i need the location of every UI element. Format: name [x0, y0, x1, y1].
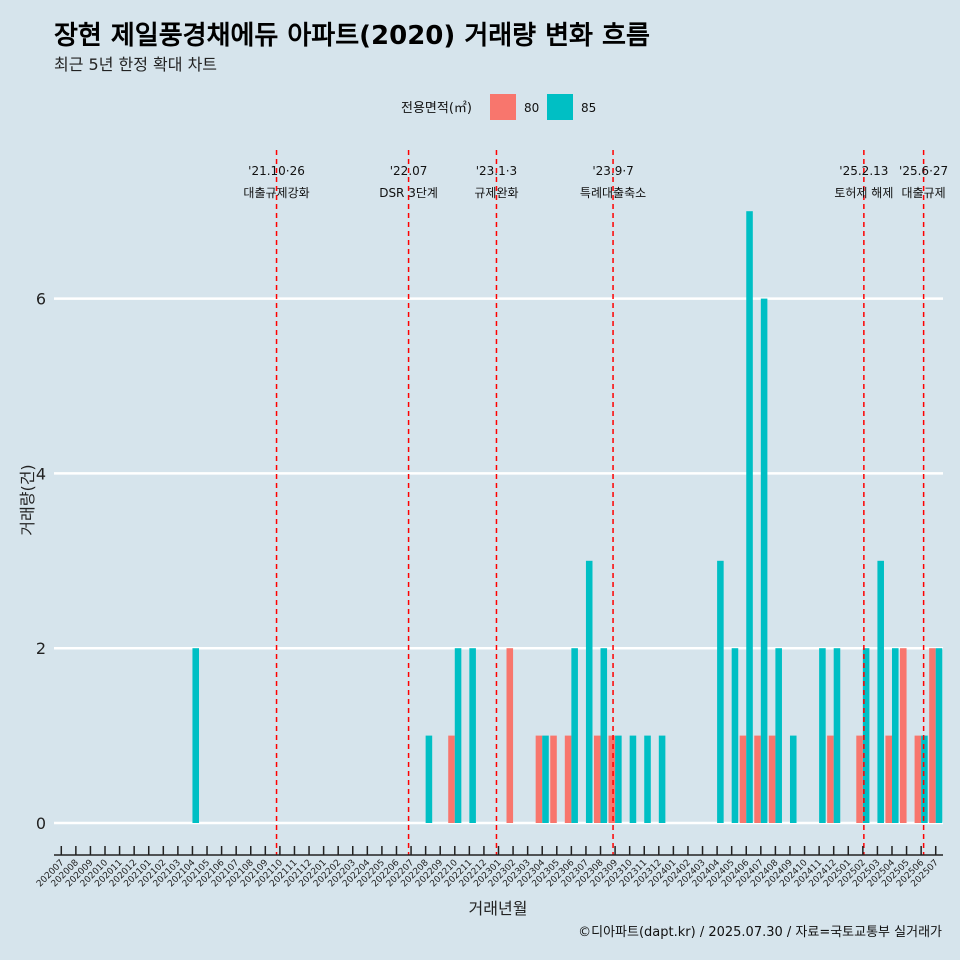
y-tick-label: 0: [36, 814, 46, 833]
bar-85-202506: [921, 735, 928, 823]
bar-80-202406: [739, 735, 747, 823]
bar-85-202306: [571, 648, 578, 823]
bar-85-202404: [717, 560, 724, 823]
legend: 전용면적(㎡) 80 85: [401, 94, 596, 120]
event-label: 대출규제강화: [243, 186, 309, 200]
chart-title: 장현 제일풍경채에듀 아파트(2020) 거래량 변화 흐름: [54, 21, 650, 51]
event-label: 대출규제: [902, 186, 946, 200]
event-label: 토허제 해제: [834, 186, 893, 200]
x-axis-label: 거래년월: [469, 899, 528, 918]
legend-swatch-80: [490, 94, 516, 120]
y-axis-label: 거래량(건): [18, 464, 37, 535]
bar-85-202408: [775, 648, 782, 823]
bar-85-202309: [615, 735, 622, 823]
bar-85-202312: [658, 735, 666, 823]
bar-80-202305: [550, 735, 557, 823]
bar-80-202407: [754, 735, 761, 823]
bar-85-202308: [600, 648, 608, 823]
bars: [192, 211, 943, 824]
legend-label-85: 85: [581, 101, 596, 115]
event-date: '25.6·27: [899, 164, 948, 178]
bar-85-202210: [454, 648, 462, 823]
bar-80-202507: [929, 648, 936, 823]
bar-80-202308: [593, 735, 601, 823]
bar-85-202407: [760, 298, 768, 824]
bar-85-202504: [891, 648, 899, 823]
bar-80-202309: [608, 735, 616, 823]
bar-85-202104: [192, 648, 200, 823]
bar-80-202306: [564, 735, 572, 823]
bar-80-202412: [827, 735, 834, 823]
chart-subtitle: 최근 5년 한정 확대 차트: [54, 55, 217, 74]
bar-85-202307: [585, 560, 593, 823]
bar-80-202502: [856, 735, 863, 823]
bar-85-202411: [819, 648, 826, 823]
bar-85-202503: [877, 560, 884, 823]
bar-80-202302: [506, 648, 514, 823]
bar-85-202208: [425, 735, 433, 823]
bar-85-202406: [746, 211, 753, 823]
bar-85-202507: [935, 648, 943, 823]
event-label: 특례대출축소: [580, 186, 646, 200]
bar-85-202304: [542, 735, 549, 823]
event-markers: '21.10·26 대출규제강화 '22.07 DSR 3단계 '23.1·3 규제완화 '…: [243, 150, 948, 855]
y-tick-label: 6: [36, 290, 46, 309]
gridlines: 0 2 4 6: [36, 290, 943, 833]
legend-title: 전용면적(㎡): [401, 101, 472, 116]
bar-80-202304: [535, 735, 543, 823]
x-axis: 2020072020082020092020102020112020122021…: [35, 846, 943, 889]
bar-85-202502: [862, 648, 870, 823]
bar-80-202506: [914, 735, 922, 823]
event-date: '23.1·3: [476, 164, 517, 178]
legend-label-80: 80: [524, 101, 539, 115]
bar-80-202504: [885, 735, 892, 823]
bar-85-202412: [833, 648, 841, 823]
bar-85-202211: [469, 648, 476, 823]
event-date: '21.10·26: [248, 164, 305, 178]
bar-80-202505: [900, 648, 907, 823]
event-label: 규제완화: [474, 186, 518, 200]
y-tick-label: 4: [36, 464, 46, 483]
bar-85-202405: [731, 648, 739, 823]
event-date: '25.2.13: [839, 164, 888, 178]
event-date: '23.9·7: [592, 164, 633, 178]
bar-85-202311: [644, 735, 651, 823]
chart-caption: ©디아파트(dapt.kr) / 2025.07.30 / 자료=국토교통부 실…: [578, 925, 942, 940]
bar-80-202210: [448, 735, 455, 823]
event-date: '22.07: [390, 164, 428, 178]
y-tick-label: 2: [36, 639, 46, 658]
event-label: DSR 3단계: [379, 186, 438, 200]
legend-swatch-85: [547, 94, 573, 120]
bar-85-202310: [629, 735, 637, 823]
bar-80-202408: [768, 735, 776, 823]
bar-85-202409: [789, 735, 797, 823]
